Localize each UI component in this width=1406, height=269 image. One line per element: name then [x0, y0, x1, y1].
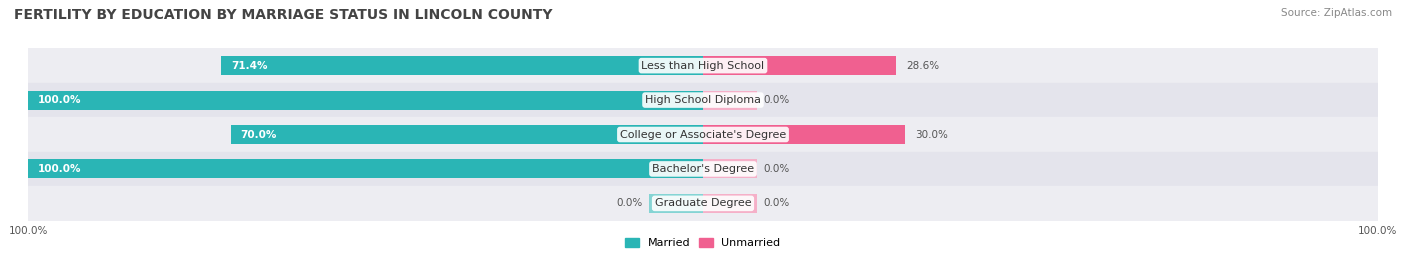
Bar	[28, 91, 703, 109]
Text: 100.0%: 100.0%	[38, 164, 82, 174]
Bar	[703, 160, 756, 178]
Text: 28.6%: 28.6%	[905, 61, 939, 71]
Bar	[703, 194, 756, 213]
Bar	[231, 125, 703, 144]
Text: Graduate Degree: Graduate Degree	[655, 198, 751, 208]
Text: 0.0%: 0.0%	[763, 95, 790, 105]
Text: 0.0%: 0.0%	[763, 164, 790, 174]
Text: 0.0%: 0.0%	[763, 198, 790, 208]
Text: 100.0%: 100.0%	[38, 95, 82, 105]
Text: FERTILITY BY EDUCATION BY MARRIAGE STATUS IN LINCOLN COUNTY: FERTILITY BY EDUCATION BY MARRIAGE STATU…	[14, 8, 553, 22]
Text: Source: ZipAtlas.com: Source: ZipAtlas.com	[1281, 8, 1392, 18]
Text: College or Associate's Degree: College or Associate's Degree	[620, 129, 786, 140]
Text: High School Diploma: High School Diploma	[645, 95, 761, 105]
Text: 71.4%: 71.4%	[231, 61, 267, 71]
Bar	[28, 160, 703, 178]
Bar	[221, 56, 703, 75]
Text: 70.0%: 70.0%	[240, 129, 277, 140]
Bar	[28, 117, 1378, 152]
Text: Bachelor's Degree: Bachelor's Degree	[652, 164, 754, 174]
Text: 30.0%: 30.0%	[915, 129, 949, 140]
Bar	[703, 125, 905, 144]
Bar	[650, 194, 703, 213]
Bar	[28, 83, 1378, 117]
Legend: Married, Unmarried: Married, Unmarried	[621, 233, 785, 253]
Text: Less than High School: Less than High School	[641, 61, 765, 71]
Bar	[28, 48, 1378, 83]
Text: 0.0%: 0.0%	[616, 198, 643, 208]
Bar	[703, 91, 756, 109]
Bar	[28, 152, 1378, 186]
Bar	[703, 56, 896, 75]
Bar	[28, 186, 1378, 221]
